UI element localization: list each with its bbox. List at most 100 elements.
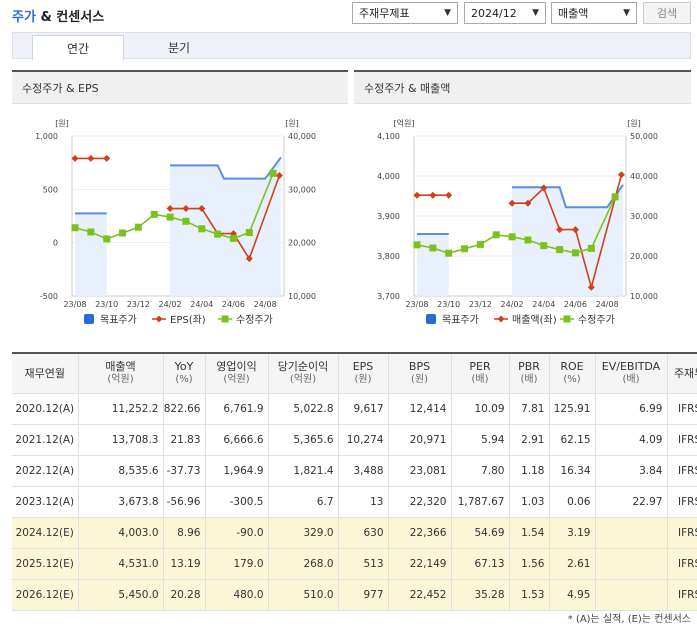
- table-cell: 4,003.0: [77, 516, 164, 549]
- chart-title: 수정주가 & EPS: [12, 72, 348, 104]
- table-cell: 1,964.9: [204, 454, 269, 487]
- adj-price-point: [87, 228, 95, 236]
- table-cell: [594, 578, 668, 611]
- table-cell: 329.0: [267, 516, 339, 549]
- column-header-unit: (%): [175, 374, 193, 386]
- legend-swatch-target: [426, 314, 436, 324]
- column-header-label: EV/EBITDA: [601, 360, 661, 374]
- tab-annual[interactable]: 연간: [32, 35, 124, 60]
- table-cell: 67.13: [450, 547, 510, 580]
- right-tick-label: 10,000: [288, 292, 316, 301]
- eps-point: [429, 191, 437, 199]
- table-cell: 822.66: [162, 392, 206, 425]
- target-price-area: [417, 234, 449, 296]
- column-header-unit: (억원): [223, 374, 250, 386]
- column-header-label: 주재무제표: [673, 366, 697, 380]
- target-price-area: [512, 184, 623, 296]
- table-cell: 5,450.0: [77, 578, 164, 611]
- table-cell: 6,666.6: [204, 423, 269, 456]
- eps-point: [445, 191, 453, 199]
- column-header: 재무연월: [12, 353, 79, 394]
- table-cell: IFRS연결: [666, 578, 697, 611]
- table-cell: 5.94: [450, 423, 510, 456]
- period-value: 2024/12: [471, 6, 517, 20]
- chart-title: 수정주가 & 매출액: [354, 72, 691, 104]
- x-tick-label: 23/12: [127, 300, 150, 309]
- adj-price-point: [508, 233, 516, 241]
- x-tick-label: 23/10: [95, 300, 118, 309]
- adj-price-point: [103, 235, 111, 243]
- tab-quarterly[interactable]: 분기: [167, 41, 191, 55]
- table-cell: 13: [337, 485, 389, 518]
- table-cell: 10.09: [450, 392, 510, 425]
- table-cell: 22.97: [594, 485, 668, 518]
- column-header: PER (배): [450, 353, 510, 394]
- column-header-unit: (배): [471, 374, 489, 386]
- table-cell: 3,673.8: [77, 485, 164, 518]
- table-cell: 13,708.3: [77, 423, 164, 456]
- table-row: 2021.12(A) 13,708.3 21.83 6,666.6 5,365.6 10,…: [12, 423, 697, 456]
- table-cell: 22,366: [387, 516, 452, 549]
- column-header-label: EPS: [352, 360, 374, 374]
- table-cell: IFRS연결: [666, 423, 697, 456]
- eps-point: [198, 205, 206, 213]
- column-header: 주재무제표: [666, 353, 697, 394]
- adj-price-point: [214, 230, 222, 238]
- table-cell: IFRS연결: [666, 454, 697, 487]
- column-header-unit: (배): [520, 374, 538, 386]
- x-tick-label: 24/02: [501, 300, 524, 309]
- right-axis-unit: [원]: [285, 119, 299, 128]
- column-header-label: 당기순이익: [277, 360, 329, 374]
- column-header-label: BPS: [408, 360, 431, 374]
- table-cell: 9,617: [337, 392, 389, 425]
- metric-select[interactable]: 매출액 ▼: [551, 2, 637, 24]
- table-cell: IFRS연결: [666, 485, 697, 518]
- left-tick-label: 0: [53, 239, 58, 248]
- eps-point: [413, 191, 421, 199]
- table-cell: 1.03: [508, 485, 550, 518]
- x-tick-label: 23/10: [437, 300, 460, 309]
- table-cell: 7.81: [508, 392, 550, 425]
- table-cell: 6,761.9: [204, 392, 269, 425]
- table-cell: 1,787.67: [450, 485, 510, 518]
- adj-price-point: [150, 210, 158, 218]
- adj-price-point: [119, 229, 127, 237]
- legend-label: EPS(좌): [170, 314, 206, 326]
- table-cell: 0.06: [548, 485, 596, 518]
- chart-panel-price-eps: 수정주가 & EPS [원] [원] 1,000 500 0 -500 40,000 30,0…: [12, 70, 348, 330]
- table-cell: 2026.12(E): [12, 578, 79, 611]
- x-tick-label: 23/08: [63, 300, 86, 309]
- column-header-label: 재무연월: [24, 366, 65, 380]
- adj-price-point: [611, 193, 619, 201]
- eps-point: [508, 199, 516, 207]
- column-header-unit: (억원): [107, 374, 134, 386]
- eps-point: [182, 205, 190, 213]
- adj-price-point: [492, 231, 500, 239]
- table-cell: 480.0: [204, 578, 269, 611]
- adj-price-point: [245, 229, 253, 237]
- x-tick-label: 24/06: [564, 300, 587, 309]
- column-header: 당기순이익 (억원): [267, 353, 339, 394]
- table-cell: 2.91: [508, 423, 550, 456]
- left-tick-label: 3,800: [377, 252, 400, 261]
- legend-label: 목표주가: [100, 314, 137, 326]
- statement-type-select[interactable]: 주재무제표 ▼: [352, 2, 458, 24]
- column-header: YoY (%): [162, 353, 206, 394]
- table-cell: 21.83: [162, 423, 206, 456]
- period-select[interactable]: 2024/12 ▼: [464, 2, 546, 24]
- adj-price-point: [71, 224, 79, 232]
- x-tick-label: 24/08: [596, 300, 619, 309]
- adj-price-point: [540, 242, 548, 250]
- left-tick-label: 3,900: [377, 212, 400, 221]
- adj-price-point: [445, 249, 453, 257]
- eps-point: [245, 255, 253, 263]
- metric-value: 매출액: [558, 7, 589, 20]
- target-price-area: [75, 213, 107, 296]
- table-cell: 1.53: [508, 578, 550, 611]
- price-sales-chart: [억원] [원] 4,100 4,000 3,900 3,800 3,700 50,000 40…: [377, 118, 658, 326]
- column-header: BPS (원): [387, 353, 452, 394]
- table-cell: 22,149: [387, 547, 452, 580]
- column-header-label: 영업이익: [216, 360, 257, 374]
- search-button[interactable]: 검색: [643, 2, 691, 24]
- column-header: 매출액 (억원): [77, 353, 164, 394]
